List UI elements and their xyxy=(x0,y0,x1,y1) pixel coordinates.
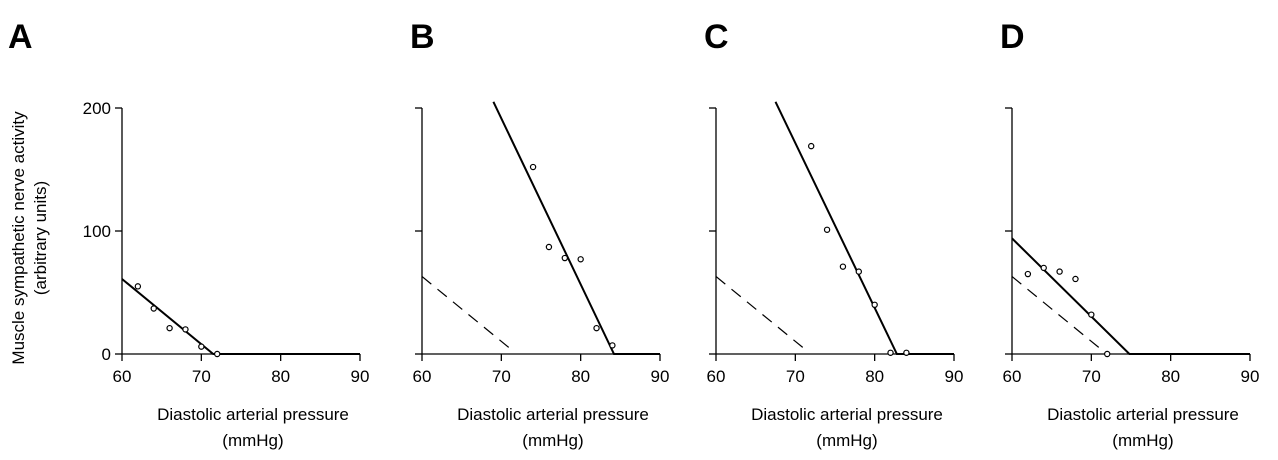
y-tick-label: 100 xyxy=(83,222,111,241)
x-tick-label: 90 xyxy=(945,367,964,386)
x-tick-label: 60 xyxy=(413,367,432,386)
y-axis-unit: (arbitrary units) xyxy=(31,181,50,295)
data-point xyxy=(166,324,173,332)
x-tick-label: 60 xyxy=(1003,367,1022,386)
data-point xyxy=(1056,268,1063,275)
x-tick-label: 70 xyxy=(786,367,805,386)
fit-line xyxy=(1012,237,1250,355)
fit-line xyxy=(492,101,660,355)
fit-line xyxy=(122,278,360,355)
x-axis-label: Diastolic arterial pressure xyxy=(751,405,943,424)
x-axis-unit: (mmHg) xyxy=(522,431,583,450)
x-tick-label: 80 xyxy=(271,367,290,386)
data-point xyxy=(1024,270,1032,278)
x-tick-label: 80 xyxy=(1161,367,1180,386)
y-tick-label: 200 xyxy=(83,99,111,118)
fit-line xyxy=(774,101,954,355)
x-tick-label: 80 xyxy=(571,367,590,386)
panel-letter: D xyxy=(1000,18,1025,56)
data-point xyxy=(150,305,157,312)
data-point xyxy=(1103,350,1111,358)
data-point xyxy=(823,226,831,233)
panel-letter: C xyxy=(704,18,729,56)
data-point xyxy=(855,268,863,275)
data-point xyxy=(808,142,815,150)
data-point xyxy=(1088,311,1095,318)
data-point xyxy=(561,254,569,262)
x-axis-label: Diastolic arterial pressure xyxy=(157,405,349,424)
x-axis-unit: (mmHg) xyxy=(1112,431,1173,450)
data-point xyxy=(545,243,553,251)
x-axis-label: Diastolic arterial pressure xyxy=(1047,405,1239,424)
data-point xyxy=(887,349,894,356)
y-tick-label: 0 xyxy=(102,345,111,364)
x-axis-label: Diastolic arterial pressure xyxy=(457,405,649,424)
data-point xyxy=(839,263,847,270)
data-point xyxy=(198,343,205,350)
data-point xyxy=(213,350,221,358)
y-axis-label: Muscle sympathetic nerve activity xyxy=(9,111,28,365)
x-tick-label: 90 xyxy=(1241,367,1260,386)
x-tick-label: 70 xyxy=(192,367,211,386)
panel-letter: B xyxy=(410,18,435,56)
x-tick-label: 80 xyxy=(865,367,884,386)
x-tick-label: 70 xyxy=(1082,367,1101,386)
x-axis-unit: (mmHg) xyxy=(222,431,283,450)
x-tick-label: 60 xyxy=(113,367,132,386)
data-point xyxy=(903,349,910,356)
data-point xyxy=(577,256,584,263)
data-point xyxy=(871,301,878,308)
data-point xyxy=(609,342,616,349)
x-tick-label: 70 xyxy=(492,367,511,386)
panel-letter: A xyxy=(8,18,33,56)
data-point xyxy=(1072,275,1079,283)
x-axis-unit: (mmHg) xyxy=(816,431,877,450)
reference-line xyxy=(716,276,804,349)
x-tick-label: 90 xyxy=(351,367,370,386)
reference-line xyxy=(422,276,510,349)
data-point xyxy=(134,283,142,290)
data-point xyxy=(1040,264,1047,272)
x-tick-label: 90 xyxy=(651,367,670,386)
x-tick-label: 60 xyxy=(707,367,726,386)
data-point xyxy=(529,163,537,171)
data-point xyxy=(182,326,189,333)
data-point xyxy=(593,324,600,332)
